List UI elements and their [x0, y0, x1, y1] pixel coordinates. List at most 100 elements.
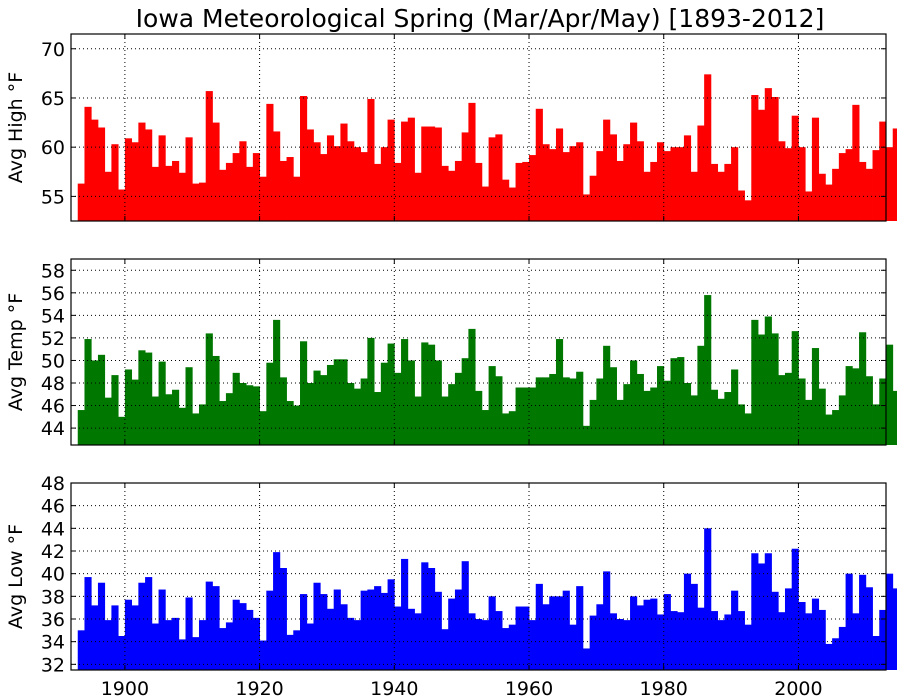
- bar-low-1958: [515, 606, 523, 670]
- bar-low-1935: [360, 590, 368, 670]
- bar-low-1989: [724, 614, 732, 670]
- bar-low-1917: [239, 603, 247, 670]
- bar-temp-1988: [717, 398, 725, 445]
- bar-low-1972: [609, 613, 617, 670]
- bar-low-1942: [407, 608, 415, 670]
- bar-temp-1970: [596, 378, 604, 445]
- bar-high-1994: [758, 109, 766, 221]
- bar-high-1940: [394, 162, 402, 221]
- bar-low-2012: [879, 609, 887, 670]
- bar-temp-1985: [697, 345, 705, 445]
- bars-high: [77, 74, 897, 221]
- bar-high-1961: [535, 108, 543, 221]
- bar-temp-1914: [219, 401, 227, 445]
- bar-low-1941: [401, 558, 409, 670]
- bar-temp-1981: [670, 358, 678, 445]
- bar-high-1925: [293, 176, 301, 221]
- bar-low-1909: [185, 597, 193, 670]
- bar-high-1946: [434, 127, 442, 221]
- bar-high-1984: [690, 171, 698, 221]
- bar-high-1949: [454, 160, 463, 221]
- bar-low-1906: [165, 620, 173, 670]
- bar-high-1918: [246, 166, 254, 221]
- bar-temp-1923: [279, 377, 287, 445]
- bar-high-1964: [555, 128, 564, 221]
- bar-high-1937: [374, 163, 382, 221]
- bar-low-1933: [347, 617, 355, 670]
- bar-high-2005: [832, 168, 840, 221]
- bar-temp-1986: [704, 295, 712, 445]
- bar-temp-1931: [333, 359, 341, 445]
- bar-temp-1993: [751, 319, 759, 445]
- bar-temp-1997: [778, 375, 786, 445]
- bar-low-2007: [845, 573, 853, 670]
- bar-high-1910: [192, 183, 200, 221]
- bar-low-2000: [798, 602, 806, 670]
- bar-temp-1938: [380, 362, 388, 445]
- bar-high-1944: [421, 126, 429, 221]
- bar-high-1920: [259, 176, 267, 221]
- bar-high-1958: [515, 162, 523, 221]
- bar-high-1998: [784, 148, 793, 221]
- bar-high-1902: [138, 122, 146, 221]
- bar-high-1939: [387, 119, 395, 221]
- y-tick-label: 48: [41, 473, 65, 495]
- bar-high-1897: [104, 171, 112, 221]
- bar-low-1968: [582, 648, 591, 670]
- bar-high-1916: [232, 153, 240, 221]
- bar-low-1934: [353, 620, 362, 670]
- bar-high-1993: [751, 95, 759, 221]
- bar-high-1950: [461, 132, 469, 221]
- bar-temp-1965: [562, 377, 570, 445]
- y-tick-label: 44: [41, 418, 65, 440]
- bar-high-1927: [306, 129, 314, 221]
- bar-temp-1921: [266, 362, 274, 445]
- bar-low-1962: [542, 604, 550, 670]
- bar-temp-1945: [427, 344, 436, 445]
- bar-high-1992: [744, 200, 752, 221]
- bar-temp-1926: [300, 341, 308, 445]
- bar-low-1988: [717, 620, 725, 670]
- bar-temp-1934: [353, 388, 362, 445]
- bar-high-1905: [158, 135, 166, 221]
- bar-temp-1939: [387, 343, 395, 445]
- y-axis-label-temp: Avg Temp °F: [5, 293, 27, 411]
- x-tick-label: 1900: [101, 678, 149, 700]
- bar-high-1970: [596, 151, 604, 221]
- y-tick-label: 44: [41, 518, 65, 540]
- bar-temp-1946: [434, 360, 442, 445]
- bar-high-1969: [589, 175, 597, 221]
- bar-temp-1957: [508, 411, 516, 445]
- bar-low-1896: [97, 582, 106, 670]
- bar-temp-1952: [475, 390, 483, 445]
- bar-low-1987: [710, 611, 719, 670]
- bar-temp-1917: [239, 383, 247, 445]
- bar-high-1919: [252, 153, 260, 221]
- bar-low-1947: [441, 629, 449, 670]
- bar-temp-1974: [623, 384, 631, 445]
- y-tick-label: 36: [41, 609, 65, 631]
- bar-temp-1905: [158, 361, 166, 445]
- bar-high-2008: [852, 104, 860, 221]
- bar-low-1927: [306, 623, 314, 670]
- bar-temp-1976: [636, 373, 644, 445]
- bar-high-1914: [219, 169, 227, 221]
- bar-low-1992: [744, 624, 752, 670]
- bar-temp-2010: [865, 376, 873, 445]
- bar-low-1893: [77, 630, 85, 670]
- bar-temp-1896: [97, 354, 106, 445]
- bar-temp-1942: [407, 360, 415, 445]
- y-tick-label: 46: [41, 496, 65, 518]
- bar-low-1952: [475, 619, 483, 670]
- bar-low-1976: [636, 605, 644, 670]
- bar-temp-1937: [374, 392, 382, 445]
- bar-temp-1901: [131, 379, 139, 445]
- bar-high-1962: [542, 144, 550, 221]
- bar-high-1915: [225, 162, 234, 221]
- bar-high-1924: [286, 157, 294, 221]
- bar-temp-1973: [616, 399, 624, 445]
- bar-temp-1918: [246, 385, 254, 445]
- bar-high-1901: [131, 142, 139, 221]
